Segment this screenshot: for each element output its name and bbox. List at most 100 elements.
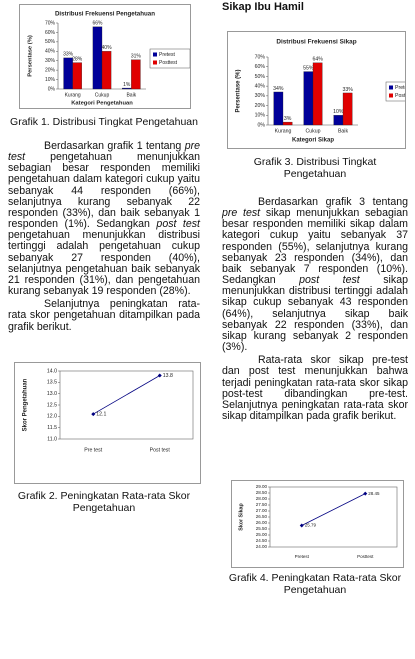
data-label: 10% xyxy=(333,109,344,115)
data-label: 33% xyxy=(63,52,74,58)
text-run: pengetahuan menunjukkan distribusi terti… xyxy=(8,229,200,298)
bar xyxy=(92,26,103,90)
y-tick-label: 25.00 xyxy=(256,532,268,537)
line-chart: 11.0 11.5 12.0 12.5 13.0 13.5 14.0 Skor Pengeta… xyxy=(14,362,201,484)
bar xyxy=(72,62,82,90)
y-tick-label: 28.50 xyxy=(256,490,268,495)
y-tick-label: 29.00 xyxy=(256,484,268,489)
data-label: 13.8 xyxy=(163,373,173,379)
y-tick-label: 27.00 xyxy=(256,508,268,513)
text-run: sikap menunjukkan distribusi tertinggi a… xyxy=(222,274,408,354)
text-run: post test xyxy=(156,218,200,231)
y-tick-label: 24.00 xyxy=(256,544,268,549)
data-label: 55% xyxy=(303,65,314,71)
section-heading: Sikap Ibu Hamil xyxy=(222,1,304,13)
y-tick-label: 50% xyxy=(255,74,266,80)
y-tick-label: 26.50 xyxy=(256,514,268,519)
paragraph: Selanjutnya peningkatan rata-rata skor p… xyxy=(8,298,200,333)
y-tick-label: 0% xyxy=(258,122,266,128)
data-label: 64% xyxy=(312,57,323,63)
caption: Grafik 1. Distribusi Tingkat Pengetahuan xyxy=(10,116,198,128)
caption: Grafik 3. Distribusi Tingkat Pengetahuan xyxy=(253,156,377,180)
text-run: post test xyxy=(299,274,360,287)
y-tick-label: 25.50 xyxy=(256,526,268,531)
plot-area xyxy=(269,486,398,548)
line-chart: 24.0024.5025.0025.5026.0026.5027.0027.50… xyxy=(231,480,404,568)
point xyxy=(91,412,96,417)
point xyxy=(363,491,368,496)
data-label: 3% xyxy=(284,116,292,122)
data-label: 33% xyxy=(342,87,353,93)
x-tick-label: Cukup xyxy=(306,128,321,134)
bar-chart: 0% 10% 20% 30% 40% 50% 60% 70% Persentase (%) Kat… xyxy=(227,31,406,149)
y-tick-label: 14.0 xyxy=(47,368,57,374)
text-run: pre test xyxy=(222,207,261,220)
caption: Grafik 2. Peningkatan Rata-rata Skor Pen… xyxy=(17,490,191,514)
text-column: Berdasarkan grafik 1 tentang pre test pe… xyxy=(8,140,200,333)
legend-swatch xyxy=(153,60,157,65)
x-tick-label: Cukup xyxy=(95,92,110,98)
y-tick-label: 40% xyxy=(255,84,266,90)
chart-title: Distribusi Frekuensi Pengetahuan xyxy=(55,11,155,18)
point xyxy=(299,523,304,528)
y-tick-label: 50% xyxy=(45,39,56,45)
line xyxy=(301,493,366,526)
text-run: Berdasarkan grafik 1 tentang xyxy=(44,140,185,152)
bar xyxy=(101,51,112,90)
data-label: 28.45 xyxy=(368,491,380,496)
x-tick-label: Kurang xyxy=(65,92,81,98)
y-tick-label: 0% xyxy=(48,86,56,92)
y-tick-label: 26.00 xyxy=(256,520,268,525)
bar xyxy=(312,62,323,126)
text-column: Berdasarkan grafik 3 tentang pre test si… xyxy=(222,196,408,422)
y-tick-label: 10% xyxy=(45,77,56,83)
legend-swatch xyxy=(153,52,157,57)
y-tick-label: 11.5 xyxy=(47,425,57,431)
bar xyxy=(282,121,293,126)
y-axis-label: Skor Sikap xyxy=(238,503,244,531)
y-axis-label: Persentase (%) xyxy=(28,35,34,77)
legend-label: Pretest xyxy=(159,52,175,58)
y-tick-label: 11.0 xyxy=(47,436,57,442)
y-tick-label: 70% xyxy=(45,20,56,26)
x-tick-label: Post test xyxy=(150,447,171,453)
x-tick-label: Baik xyxy=(338,128,348,134)
y-tick-label: 30% xyxy=(255,93,266,99)
bar xyxy=(122,87,132,90)
legend-label: Posttest xyxy=(395,93,405,99)
y-tick-label: 28.00 xyxy=(256,496,268,501)
text-run: pengetahuan menunjukkan sebagian besar r… xyxy=(8,151,200,231)
line xyxy=(93,375,160,415)
y-axis-label: Persentase (%) xyxy=(236,69,242,112)
y-tick-label: 20% xyxy=(45,67,56,73)
paragraph: Berdasarkan grafik 1 tentang pre test pe… xyxy=(8,140,200,298)
text-run: Selanjutnya peningkatan rata-rata skor p… xyxy=(8,298,200,333)
text-run: Berdasarkan grafik 3 tentang xyxy=(258,196,408,208)
x-tick-label: Baik xyxy=(126,92,136,98)
bar xyxy=(303,71,314,126)
legend-swatch xyxy=(389,85,393,90)
bar xyxy=(342,92,353,126)
y-tick-label: 13.0 xyxy=(47,391,57,397)
x-tick-label: Pretest xyxy=(295,554,310,559)
data-label: 28% xyxy=(72,56,83,62)
y-tick-label: 40% xyxy=(45,49,56,55)
caption: Grafik 4. Peningkatan Rata-rata Skor Pen… xyxy=(228,572,402,596)
chart-title: Distribusi Frekuensi Sikap xyxy=(276,39,356,46)
bar xyxy=(63,57,73,90)
legend-label: Posttest xyxy=(159,60,178,66)
legend-swatch xyxy=(389,93,393,98)
legend-label: Pretest xyxy=(395,85,405,91)
plot-area xyxy=(59,370,194,440)
y-tick-label: 70% xyxy=(255,54,266,60)
data-label: 40% xyxy=(102,45,113,51)
y-tick-label: 60% xyxy=(45,30,56,36)
bar xyxy=(273,91,284,126)
bar-chart: 0% 10% 20% 30% 40% 50% 60% 70% Persentase (%) Kat… xyxy=(19,4,191,109)
data-label: 1% xyxy=(123,82,131,88)
data-label: 31% xyxy=(131,54,142,60)
x-tick-label: Pre test xyxy=(84,447,102,453)
y-tick-label: 13.5 xyxy=(47,380,57,386)
text-run: Rata-rata skor sikap pre-test dan post t… xyxy=(222,354,408,422)
x-axis-label: Kategori Pengetahuan xyxy=(71,101,133,107)
